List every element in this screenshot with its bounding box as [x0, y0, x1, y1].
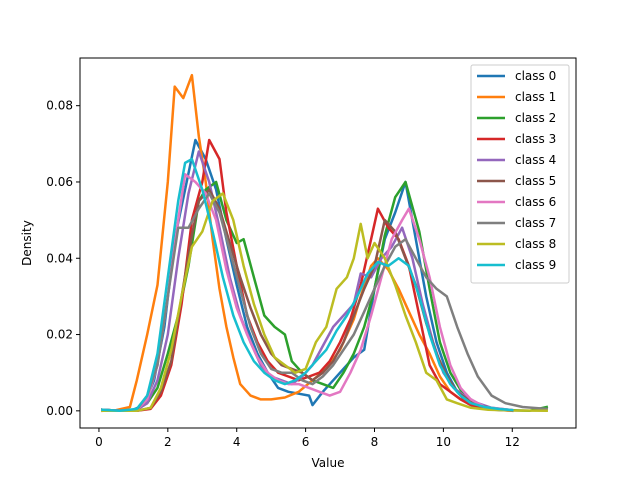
x-tick-label: 6 — [302, 435, 310, 449]
x-tick-label: 4 — [233, 435, 241, 449]
legend-label-class-4: class 4 — [515, 153, 556, 167]
legend-label-class-0: class 0 — [515, 69, 556, 83]
x-tick-label: 8 — [371, 435, 379, 449]
x-tick-label: 10 — [436, 435, 451, 449]
y-tick-label: 0.02 — [46, 328, 73, 342]
legend-label-class-5: class 5 — [515, 174, 556, 188]
series-line-class-8 — [101, 192, 548, 413]
legend-label-class-1: class 1 — [515, 90, 556, 104]
y-tick-label: 0.08 — [46, 99, 73, 113]
x-tick-label: 2 — [164, 435, 172, 449]
y-tick-label: 0.00 — [46, 404, 73, 418]
series-layer — [101, 73, 549, 413]
x-tick-label: 12 — [505, 435, 520, 449]
series-line-class-7 — [101, 192, 549, 413]
legend-label-class-3: class 3 — [515, 132, 556, 146]
series-line-class-6 — [101, 173, 514, 413]
legend-label-class-6: class 6 — [515, 195, 556, 209]
series-line-class-9 — [101, 157, 514, 413]
y-tick-label: 0.04 — [46, 251, 73, 265]
y-axis-label: Density — [20, 220, 34, 266]
series-line-class-1 — [101, 73, 497, 413]
axes-frame — [79, 57, 577, 429]
legend-label-class-7: class 7 — [515, 216, 556, 230]
x-tick-label: 0 — [95, 435, 103, 449]
legend-label-class-8: class 8 — [515, 237, 556, 251]
legend-label-class-2: class 2 — [515, 111, 556, 125]
legend-label-class-9: class 9 — [515, 258, 556, 272]
legend: class 0 class 1 class 2 class 3 class 4 class… — [470, 64, 570, 284]
legend-box — [470, 64, 570, 284]
axis-layer: 0 2 4 6 8 10 12 0.00 0.02 0.04 0.06 0.08 — [46, 57, 577, 449]
x-axis-label: Value — [312, 456, 345, 470]
y-tick-label: 0.06 — [46, 175, 73, 189]
